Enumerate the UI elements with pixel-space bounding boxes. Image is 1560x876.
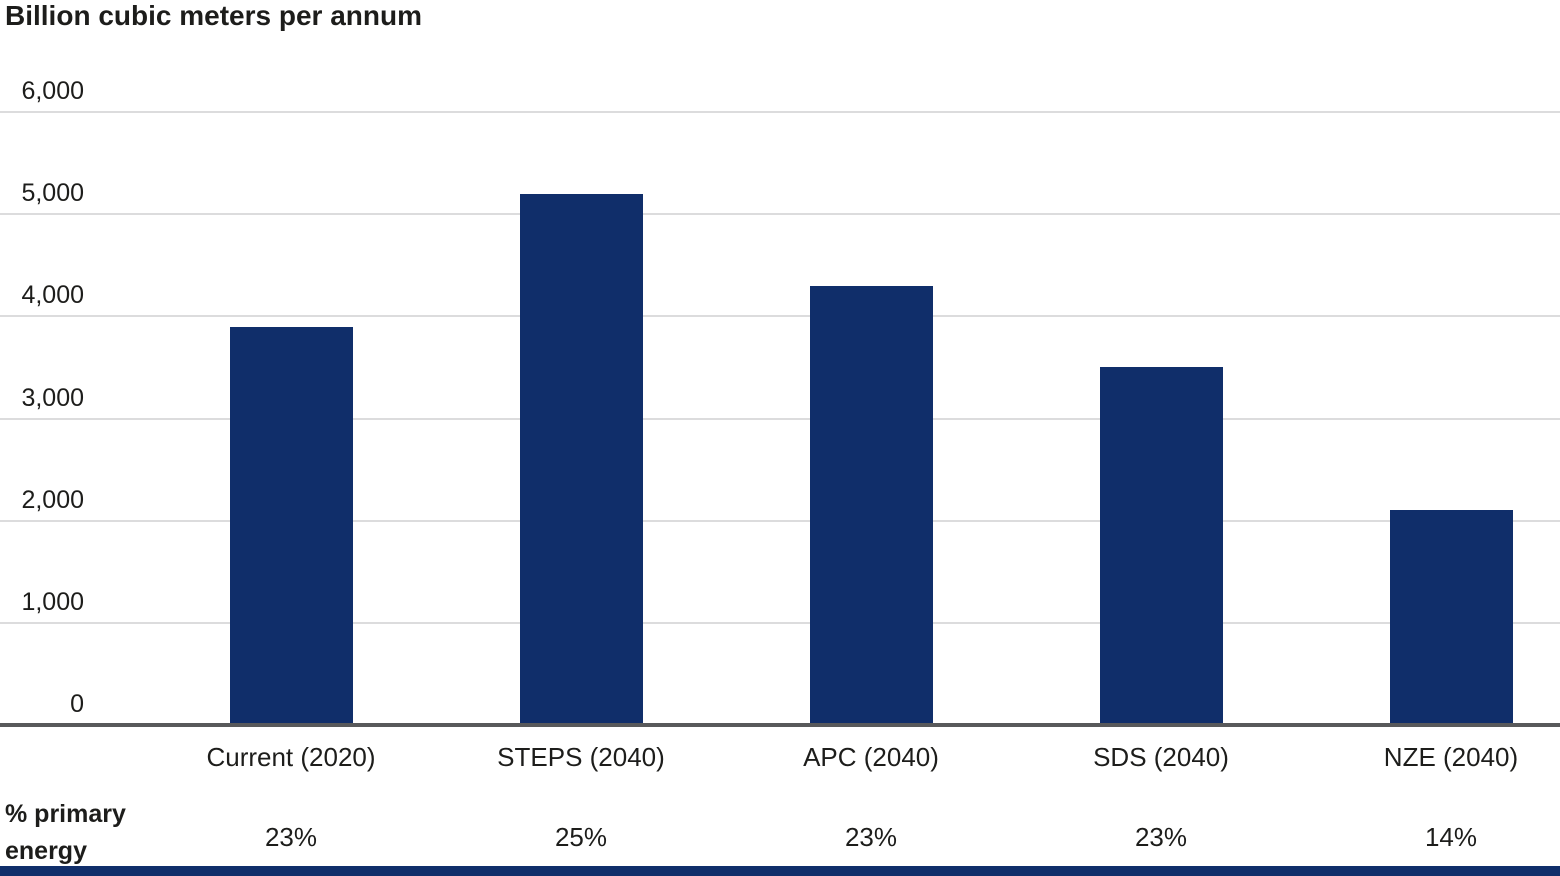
x-axis-label: STEPS (2040) (497, 742, 665, 772)
bar (229, 326, 353, 725)
x-axis-label: NZE (2040) (1383, 742, 1519, 772)
x-axis-line (0, 723, 1560, 727)
y-axis-tick-label: 3,000 (21, 383, 84, 412)
pct-value: 25% (554, 822, 608, 852)
chart-title: Billion cubic meters per annum (5, 0, 422, 31)
pct-value: 23% (844, 822, 898, 852)
bar (519, 193, 643, 725)
y-axis-tick-label: 6,000 (21, 77, 84, 105)
gridline-5000 (0, 213, 1560, 216)
gridline-3000 (0, 417, 1560, 420)
gridline-2000 (0, 519, 1560, 522)
x-axis-label: SDS (2040) (1093, 742, 1229, 772)
x-axis-label: APC (2040) (803, 742, 939, 772)
bar (1389, 510, 1513, 725)
y-axis-tick-label: 2,000 (21, 485, 84, 514)
pct-value: 23% (264, 822, 318, 852)
y-axis-tick-label: 1,000 (21, 587, 84, 616)
bottom-brand-strip (0, 866, 1560, 876)
y-axis-tick-label: 0 (70, 690, 84, 718)
pct-value: 14% (1424, 822, 1478, 852)
bar (809, 285, 933, 725)
y-axis-tick-label: 5,000 (21, 179, 84, 208)
y-axis-tick-label: 4,000 (21, 281, 84, 310)
x-axis-label: Current (2020) (206, 742, 376, 772)
bar (1099, 367, 1223, 725)
pct-value: 23% (1134, 822, 1188, 852)
pct-row-label: % primary energy (5, 800, 126, 865)
gridline-4000 (0, 315, 1560, 318)
gridline-6000 (0, 111, 1560, 113)
gridline-1000 (0, 621, 1560, 624)
